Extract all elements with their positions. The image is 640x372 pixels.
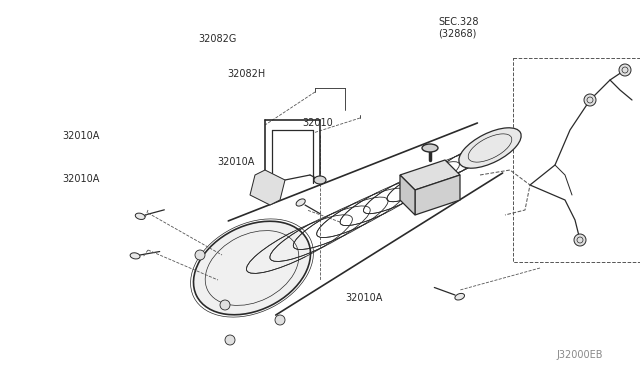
Text: 32082G: 32082G bbox=[198, 34, 237, 44]
Ellipse shape bbox=[619, 64, 631, 76]
Text: 32010A: 32010A bbox=[63, 131, 100, 141]
Text: 32082H: 32082H bbox=[227, 70, 266, 79]
Text: 32010A: 32010A bbox=[346, 293, 383, 302]
Ellipse shape bbox=[275, 315, 285, 325]
Ellipse shape bbox=[459, 128, 521, 168]
Polygon shape bbox=[400, 160, 460, 190]
Ellipse shape bbox=[314, 176, 326, 184]
Polygon shape bbox=[415, 175, 460, 215]
Text: 32010A: 32010A bbox=[63, 174, 100, 183]
Text: 32010: 32010 bbox=[302, 118, 333, 128]
Ellipse shape bbox=[130, 253, 140, 259]
Text: SEC.328
(32868): SEC.328 (32868) bbox=[438, 17, 479, 39]
Ellipse shape bbox=[296, 199, 305, 206]
Text: J32000EB: J32000EB bbox=[557, 350, 604, 360]
Ellipse shape bbox=[574, 234, 586, 246]
Ellipse shape bbox=[584, 94, 596, 106]
Ellipse shape bbox=[455, 294, 465, 300]
Ellipse shape bbox=[225, 335, 235, 345]
Polygon shape bbox=[400, 175, 415, 215]
Ellipse shape bbox=[220, 300, 230, 310]
Ellipse shape bbox=[422, 144, 438, 152]
Ellipse shape bbox=[193, 221, 310, 315]
Text: 32010A: 32010A bbox=[218, 157, 255, 167]
Ellipse shape bbox=[195, 250, 205, 260]
Polygon shape bbox=[250, 170, 285, 205]
Ellipse shape bbox=[135, 213, 145, 219]
